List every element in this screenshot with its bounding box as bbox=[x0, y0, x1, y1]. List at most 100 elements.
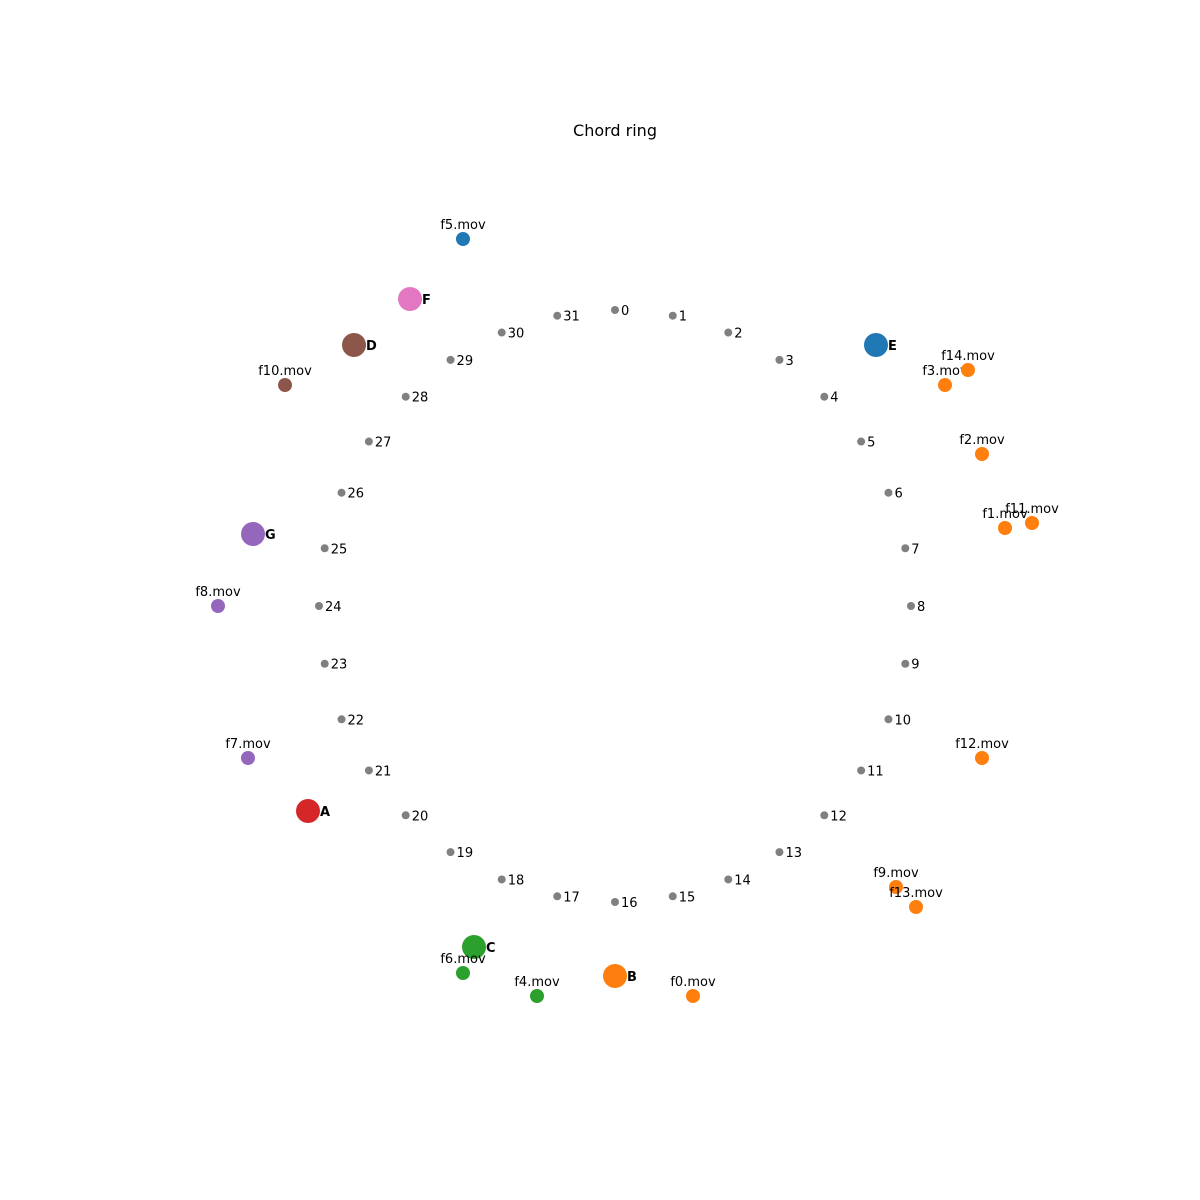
ring-node-label: 13 bbox=[785, 846, 802, 861]
file-label: f8.mov bbox=[195, 585, 241, 600]
ring-node-label: 16 bbox=[621, 896, 638, 911]
server-label: B bbox=[627, 970, 637, 985]
file-node-f6-mov bbox=[456, 966, 470, 980]
file-label: f10.mov bbox=[258, 364, 312, 379]
ring-node-label: 6 bbox=[894, 487, 902, 502]
ring-node-4 bbox=[820, 392, 829, 401]
ring-node-16 bbox=[611, 898, 619, 906]
ring-node-21 bbox=[364, 766, 373, 775]
ring-node-label: 29 bbox=[457, 354, 474, 369]
file-node-f11-mov bbox=[1025, 516, 1039, 530]
file-node-f4-mov bbox=[530, 989, 544, 1003]
ring-node-6 bbox=[884, 488, 893, 497]
file-node-f8-mov bbox=[211, 599, 225, 613]
ring-node-30 bbox=[497, 328, 506, 337]
server-node-f bbox=[398, 287, 422, 311]
file-node-f1-mov bbox=[998, 521, 1012, 535]
server-node-e bbox=[864, 333, 888, 357]
file-label: f3.mov bbox=[922, 364, 968, 379]
ring-node-label: 9 bbox=[911, 658, 919, 673]
file-node-f9-mov bbox=[889, 880, 903, 894]
server-node-d bbox=[342, 333, 366, 357]
ring-node-label: 12 bbox=[830, 809, 847, 824]
ring-node-26 bbox=[337, 488, 346, 497]
ring-node-23 bbox=[320, 659, 329, 668]
ring-node-1 bbox=[668, 311, 677, 320]
server-node-c bbox=[462, 935, 486, 959]
ring-nodes: 0 123456789101112131415161718192021222324… bbox=[315, 304, 925, 911]
ring-node-19 bbox=[446, 848, 455, 857]
chart-title: Chord ring bbox=[573, 121, 657, 140]
file-node-f7-mov bbox=[241, 751, 255, 765]
ring-node-18 bbox=[497, 875, 506, 884]
ring-node-7 bbox=[901, 544, 910, 553]
ring-node-label: 1 bbox=[679, 310, 687, 325]
server-node-g bbox=[241, 522, 265, 546]
ring-node-label: 21 bbox=[375, 764, 392, 779]
server-label: E bbox=[888, 339, 897, 354]
server-label: F bbox=[422, 293, 431, 308]
ring-node-label: 25 bbox=[331, 542, 348, 557]
file-label: f12.mov bbox=[955, 737, 1009, 752]
ring-node-0 bbox=[611, 306, 619, 314]
ring-node-8 bbox=[907, 602, 915, 610]
file-node-f13-mov bbox=[909, 900, 923, 914]
server-node-a bbox=[296, 799, 320, 823]
server-label: C bbox=[486, 941, 496, 956]
ring-node-12 bbox=[820, 811, 829, 820]
ring-node-22 bbox=[337, 715, 346, 724]
ring-node-label: 28 bbox=[412, 391, 429, 406]
file-label: f6.mov bbox=[440, 952, 486, 967]
ring-node-17 bbox=[553, 892, 562, 901]
file-label: f0.mov bbox=[670, 975, 716, 990]
file-node-f12-mov bbox=[975, 751, 989, 765]
ring-node-5 bbox=[857, 437, 866, 446]
file-label: f11.mov bbox=[1005, 502, 1059, 517]
ring-node-label: 22 bbox=[348, 713, 365, 728]
file-node-f14-mov bbox=[961, 363, 975, 377]
ring-node-2 bbox=[724, 328, 733, 337]
ring-node-label: 30 bbox=[508, 327, 525, 342]
server-label: A bbox=[320, 805, 330, 820]
file-label: f9.mov bbox=[873, 866, 919, 881]
server-label: D bbox=[366, 339, 377, 354]
file-node-f3-mov bbox=[938, 378, 952, 392]
ring-node-label: 3 bbox=[785, 354, 793, 369]
file-node-f2-mov bbox=[975, 447, 989, 461]
ring-node-label: 8 bbox=[917, 600, 925, 615]
ring-node-9 bbox=[901, 659, 910, 668]
server-node-b bbox=[603, 964, 627, 988]
file-node-f10-mov bbox=[278, 378, 292, 392]
ring-node-label: 10 bbox=[894, 713, 911, 728]
file-label: f14.mov bbox=[941, 349, 995, 364]
ring-node-29 bbox=[446, 355, 455, 364]
ring-node-20 bbox=[401, 811, 410, 820]
ring-node-13 bbox=[775, 848, 784, 857]
ring-node-label: 15 bbox=[679, 890, 696, 905]
ring-node-label: 18 bbox=[508, 873, 525, 888]
file-nodes: f0.mov f1.mov f2.mov f3.mov f4.mov f5.mov f6.m… bbox=[195, 218, 1059, 1003]
ring-node-label: 26 bbox=[348, 487, 365, 502]
ring-node-10 bbox=[884, 715, 893, 724]
file-label: f2.mov bbox=[959, 433, 1005, 448]
ring-node-label: 23 bbox=[331, 658, 348, 673]
ring-node-label: 0 bbox=[621, 304, 629, 319]
ring-node-label: 5 bbox=[867, 436, 875, 451]
ring-node-25 bbox=[320, 544, 329, 553]
ring-node-24 bbox=[315, 602, 323, 610]
server-nodes: A B C D E F G bbox=[241, 287, 897, 988]
file-label: f13.mov bbox=[889, 886, 943, 901]
ring-node-label: 4 bbox=[830, 391, 838, 406]
ring-node-label: 19 bbox=[457, 846, 474, 861]
ring-node-label: 31 bbox=[563, 310, 580, 325]
ring-node-label: 11 bbox=[867, 764, 884, 779]
ring-node-27 bbox=[364, 437, 373, 446]
ring-node-label: 2 bbox=[734, 327, 742, 342]
ring-node-label: 27 bbox=[375, 436, 392, 451]
ring-node-15 bbox=[668, 892, 677, 901]
ring-node-11 bbox=[857, 766, 866, 775]
ring-node-label: 24 bbox=[325, 600, 342, 615]
ring-node-label: 17 bbox=[563, 890, 580, 905]
ring-node-14 bbox=[724, 875, 733, 884]
